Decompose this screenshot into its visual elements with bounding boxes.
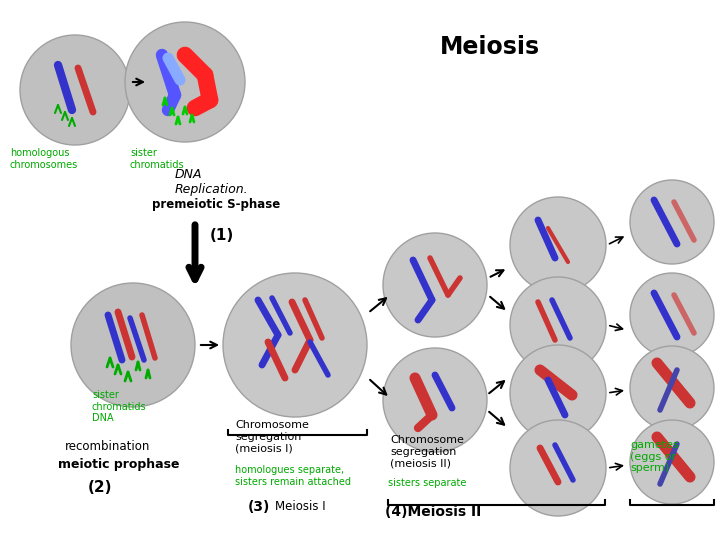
Text: premeiotic S-phase: premeiotic S-phase: [152, 198, 280, 211]
Circle shape: [71, 283, 195, 407]
Circle shape: [510, 420, 606, 516]
Text: (1): (1): [210, 228, 234, 243]
Circle shape: [383, 233, 487, 337]
Circle shape: [630, 273, 714, 357]
Text: sister
chromatids
DNA: sister chromatids DNA: [92, 390, 147, 423]
Circle shape: [510, 277, 606, 373]
Text: Chromosome
segregation
(meiosis I): Chromosome segregation (meiosis I): [235, 420, 309, 453]
Text: (2): (2): [88, 480, 112, 495]
Text: (4)Meiosis II: (4)Meiosis II: [385, 505, 481, 519]
Text: DNA
Replication.: DNA Replication.: [175, 168, 248, 196]
Text: (3): (3): [248, 500, 271, 514]
Text: Meiosis: Meiosis: [440, 35, 540, 59]
Circle shape: [510, 345, 606, 441]
Circle shape: [20, 35, 130, 145]
Text: homologous
chromosomes: homologous chromosomes: [10, 148, 78, 170]
Circle shape: [630, 346, 714, 430]
Text: sisters separate: sisters separate: [388, 478, 467, 488]
Circle shape: [125, 22, 245, 142]
Text: sister
chromatids: sister chromatids: [130, 148, 184, 170]
Circle shape: [510, 197, 606, 293]
Text: gametes
(eggs or
sperm): gametes (eggs or sperm): [630, 440, 679, 473]
Text: homologues separate,
sisters remain attached: homologues separate, sisters remain atta…: [235, 465, 351, 487]
Text: meiotic prophase: meiotic prophase: [58, 458, 179, 471]
Circle shape: [630, 180, 714, 264]
Text: Meiosis I: Meiosis I: [275, 500, 325, 513]
Text: Chromosome
segregation
(meiosis II): Chromosome segregation (meiosis II): [390, 435, 464, 468]
Circle shape: [383, 348, 487, 452]
Circle shape: [630, 420, 714, 504]
Text: recombination: recombination: [65, 440, 150, 453]
Circle shape: [223, 273, 367, 417]
